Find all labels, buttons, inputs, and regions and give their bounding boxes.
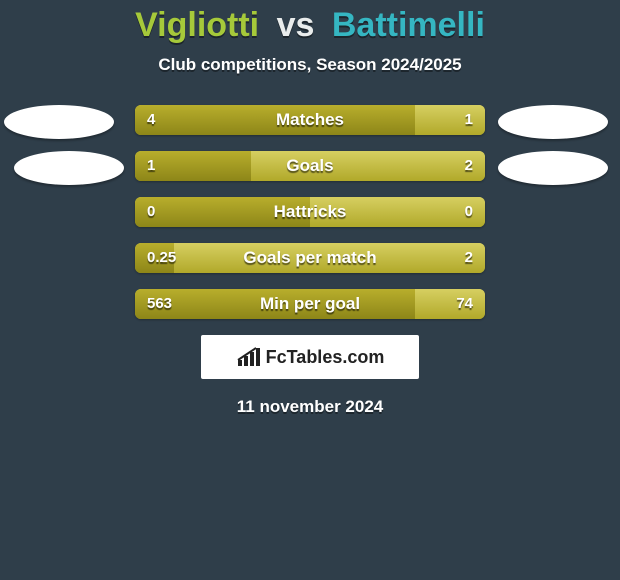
bar-row: Goals1 2 xyxy=(135,151,485,181)
bar-right-value: 2 xyxy=(453,151,485,181)
player2-name: Battimelli xyxy=(332,6,485,44)
bar-row: Min per goal563 74 xyxy=(135,289,485,319)
bar-row: Matches4 1 xyxy=(135,105,485,135)
bars-container: Matches41Goals12Hattricks00Goals per mat… xyxy=(135,105,485,319)
bar-left-value: 0.25 xyxy=(135,243,188,273)
brand-text: FcTables.com xyxy=(266,347,385,368)
player1-name: Vigliotti xyxy=(135,6,259,44)
bar-right-value: 1 xyxy=(453,105,485,135)
date-text: 11 november 2024 xyxy=(0,397,620,417)
bar-left-value: 563 xyxy=(135,289,184,319)
bar-label: Hattricks xyxy=(135,197,485,227)
bar-label: Min per goal xyxy=(135,289,485,319)
bar-left-value: 4 xyxy=(135,105,167,135)
subtitle: Club competitions, Season 2024/2025 xyxy=(0,55,620,75)
team-crest-left-1 xyxy=(4,105,114,139)
team-crest-right-1 xyxy=(498,105,608,139)
comparison-chart: Matches41Goals12Hattricks00Goals per mat… xyxy=(0,105,620,319)
brand-box: FcTables.com xyxy=(201,335,419,379)
bar-right-value: 0 xyxy=(453,197,485,227)
bar-right-value: 2 xyxy=(453,243,485,273)
brand-chart-icon xyxy=(236,346,262,368)
bar-label: Matches xyxy=(135,105,485,135)
bar-label: Goals xyxy=(135,151,485,181)
bar-row: Hattricks0 0 xyxy=(135,197,485,227)
bar-left-value: 0 xyxy=(135,197,167,227)
bar-left-value: 1 xyxy=(135,151,167,181)
bar-row: Goals per match0.252 xyxy=(135,243,485,273)
team-crest-right-2 xyxy=(498,151,608,185)
team-crest-left-2 xyxy=(14,151,124,185)
vs-text: vs xyxy=(277,6,315,44)
bar-right-value: 74 xyxy=(444,289,485,319)
page-title: Vigliotti vs Battimelli xyxy=(0,0,620,45)
